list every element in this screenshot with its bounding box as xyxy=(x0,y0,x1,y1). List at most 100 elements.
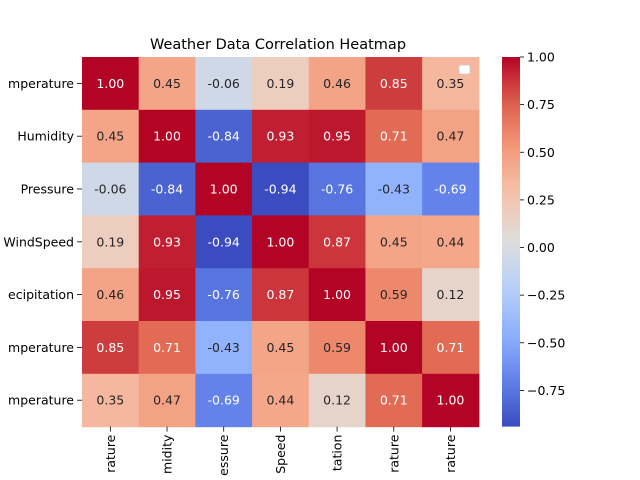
heatmap-cell xyxy=(195,215,253,269)
heatmap-cell xyxy=(252,215,310,269)
heatmap-cell xyxy=(422,373,480,428)
heatmap-cell xyxy=(308,162,367,216)
heatmap-cell xyxy=(365,268,423,322)
heatmap-cell xyxy=(365,57,423,111)
colorbar: 1.00 0.75 0.50 0.25 0.00 −0.25 −0.50 −0.75 xyxy=(502,50,565,427)
heatmap-cell xyxy=(82,268,140,322)
heatmap-cell xyxy=(308,268,367,322)
heatmap-cell xyxy=(138,57,196,111)
cell-value-label: 1.00 xyxy=(210,182,238,197)
cell-value-label: 0.95 xyxy=(323,129,351,144)
heatmap-cell xyxy=(82,215,140,269)
heatmap-cell xyxy=(308,215,367,269)
cell-value-label: 1.00 xyxy=(323,287,351,302)
heatmap-cell xyxy=(308,321,367,375)
cell-value-label: -0.69 xyxy=(208,393,240,408)
cell-value-label: 0.46 xyxy=(323,76,351,91)
cell-value-label: 0.45 xyxy=(96,129,124,144)
cell-value-label: 1.00 xyxy=(96,76,124,91)
cell-value-label: 0.45 xyxy=(266,340,294,355)
heatmap-cell xyxy=(365,109,423,164)
cell-value-label: 0.12 xyxy=(437,287,465,302)
cell-value-label: 0.19 xyxy=(96,234,124,249)
heatmap-cell xyxy=(195,268,253,322)
cell-value-label: 1.00 xyxy=(153,129,181,144)
cell-value-label: 1.00 xyxy=(380,340,408,355)
colorbar-tick-label: 0.75 xyxy=(527,97,555,112)
x-tick-label: essure xyxy=(216,434,231,476)
cell-value-label: 0.95 xyxy=(153,287,181,302)
cell-value-label: 0.71 xyxy=(153,340,181,355)
y-tick-label: ecipitation xyxy=(8,287,74,302)
heatmap-cell xyxy=(252,57,310,111)
chart-title: Weather Data Correlation Heatmap xyxy=(150,37,406,53)
cell-value-label: 0.59 xyxy=(380,287,408,302)
heatmap-cell xyxy=(365,215,423,269)
cell-value-label: 0.71 xyxy=(437,340,465,355)
x-tick-label: rature xyxy=(443,434,458,472)
heatmap-cell xyxy=(252,109,310,164)
heatmap-cell xyxy=(422,321,480,375)
heatmap-cell xyxy=(365,162,423,216)
colorbar-tick-label: 0.25 xyxy=(527,192,555,207)
heatmap-cell xyxy=(82,373,140,428)
heatmap-cell xyxy=(365,373,423,428)
cell-value-label: -0.94 xyxy=(264,182,296,197)
cell-value-label: -0.94 xyxy=(208,234,240,249)
heatmap-cell xyxy=(422,215,480,269)
cell-value-label: 0.85 xyxy=(380,76,408,91)
cell-value-label: 0.71 xyxy=(380,129,408,144)
cell-value-label: -0.76 xyxy=(321,182,353,197)
cell-value-label: 0.85 xyxy=(96,340,124,355)
cell-value-label: 0.35 xyxy=(96,393,124,408)
cell-value-label: 0.12 xyxy=(323,393,351,408)
heatmap-cell xyxy=(308,109,367,164)
cell-value-label: 0.44 xyxy=(437,234,465,249)
heatmap-cell xyxy=(252,162,310,216)
cell-value-label: 0.19 xyxy=(266,76,294,91)
x-tick-label: rature xyxy=(386,434,401,472)
cell-value-label: -0.84 xyxy=(151,182,183,197)
y-tick-label: mperature xyxy=(8,393,74,408)
cell-value-label: 0.45 xyxy=(153,76,181,91)
colorbar-tick-label: 0.50 xyxy=(527,145,555,160)
cell-value-label: -0.43 xyxy=(378,182,410,197)
heatmap-cell xyxy=(422,109,480,164)
cell-value-label: 0.45 xyxy=(380,234,408,249)
cell-value-label: 1.00 xyxy=(437,393,465,408)
colorbar-tick-label: −0.25 xyxy=(527,288,565,303)
cell-value-label: 0.46 xyxy=(96,287,124,302)
heatmap-cell xyxy=(138,321,196,375)
cell-value-label: -0.76 xyxy=(208,287,240,302)
heatmap-cells: 1.00 0.45 -0.06 0.19 0.46 0.85 0.35 0.45 1.00 -0.… xyxy=(82,57,480,428)
x-tick-label: Speed xyxy=(273,435,288,474)
cell-value-label: 0.93 xyxy=(266,129,294,144)
cell-value-label: 0.47 xyxy=(437,129,465,144)
heatmap-cell xyxy=(138,215,196,269)
colorbar-tick-label: −0.75 xyxy=(527,383,565,398)
heatmap-cell xyxy=(138,268,196,322)
y-tick-label: mperature xyxy=(8,76,74,91)
heatmap-cell xyxy=(195,109,253,164)
heatmap-cell xyxy=(82,321,140,375)
y-tick-label: Humidity xyxy=(17,129,74,144)
heatmap-cell xyxy=(308,57,367,111)
heatmap-cell xyxy=(252,268,310,322)
cell-value-label: 0.93 xyxy=(153,234,181,249)
heatmap-cell xyxy=(195,373,253,428)
y-tick-label: WindSpeed xyxy=(3,234,74,249)
cell-value-label: 0.35 xyxy=(437,76,465,91)
x-tick-label: tation xyxy=(330,435,345,472)
cell-value-label: 0.47 xyxy=(153,393,181,408)
cell-value-label: -0.84 xyxy=(208,129,240,144)
heatmap-cell xyxy=(365,321,423,375)
colorbar-gradient xyxy=(502,57,520,427)
colorbar-tick-label: −0.50 xyxy=(527,335,565,350)
cell-value-label: -0.43 xyxy=(208,340,240,355)
cell-value-label: 0.87 xyxy=(323,234,351,249)
y-tick-label: Pressure xyxy=(21,182,75,197)
heatmap-cell xyxy=(422,268,480,322)
cell-value-label: -0.69 xyxy=(434,182,466,197)
y-tick-label: mperature xyxy=(8,340,74,355)
